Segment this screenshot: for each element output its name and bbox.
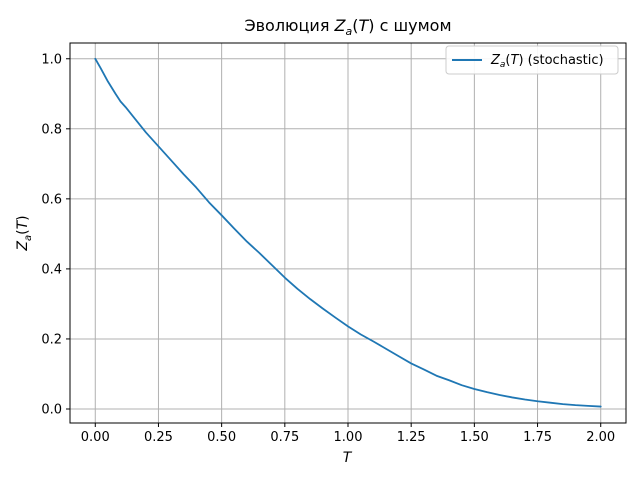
y-axis-ticks: 0.0 0.2 0.4 0.6 0.8 1.0	[41, 52, 70, 417]
legend: Za(T) (stochastic)	[445, 45, 619, 75]
x-tick-label: 0.75	[270, 430, 299, 445]
legend-series-label: Za(T) (stochastic)	[490, 53, 604, 70]
x-tick-label: 0.25	[144, 430, 173, 445]
x-tick-label: 1.75	[523, 430, 552, 445]
x-tick-label: 0.50	[207, 430, 236, 445]
x-tick-label: 1.25	[397, 430, 426, 445]
y-tick-label: 0.4	[41, 262, 62, 277]
chart-title: Эволюция Za(T) с шумом	[244, 16, 451, 38]
series-line	[94, 57, 602, 408]
y-tick-label: 0.2	[41, 332, 62, 347]
y-tick-label: 0.0	[41, 402, 62, 417]
legend-box	[445, 45, 619, 75]
x-tick-label: 2.00	[586, 430, 615, 445]
x-tick-label: 0.00	[81, 430, 110, 445]
x-axis-label: T	[343, 450, 353, 466]
y-tick-label: 0.6	[41, 192, 62, 207]
x-axis-ticks: 0.00 0.25 0.50 0.75 1.00 1.25 1.50 1.75 2.00	[81, 423, 615, 445]
y-axis-label: Za(T)	[15, 215, 34, 251]
series-layer	[94, 57, 602, 408]
x-tick-label: 1.50	[460, 430, 489, 445]
grid	[70, 43, 626, 423]
y-tick-label: 0.8	[41, 122, 62, 137]
y-tick-label: 1.0	[41, 52, 62, 67]
x-tick-label: 1.00	[334, 430, 363, 445]
